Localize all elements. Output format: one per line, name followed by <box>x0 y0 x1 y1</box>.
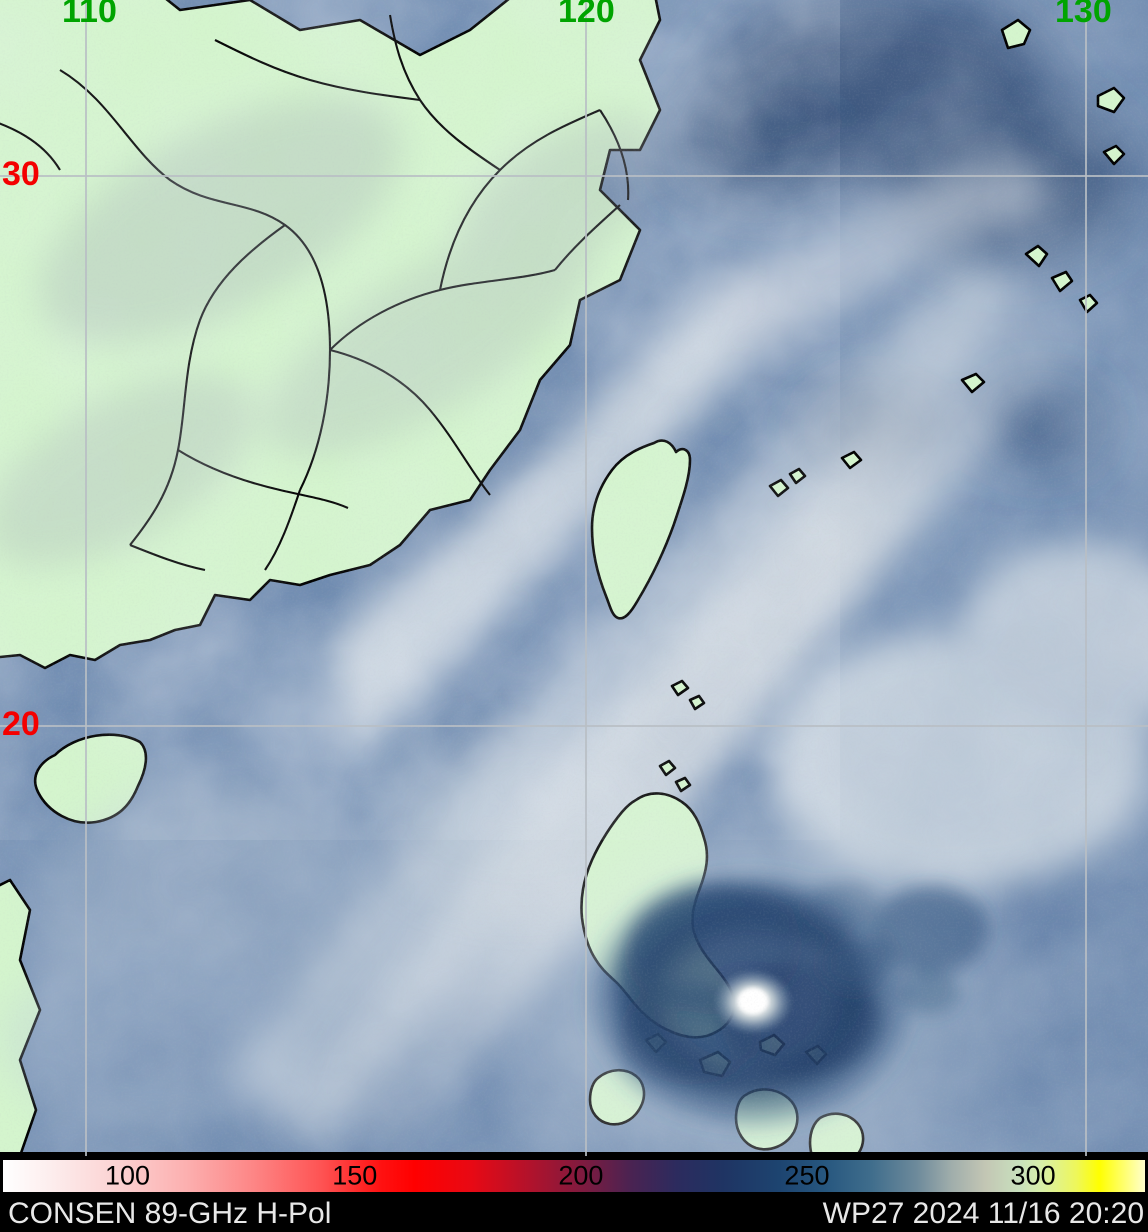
gridline-lat-20 <box>0 725 1148 727</box>
gridline-lon-110 <box>85 0 87 1156</box>
colorbar-tick-200: 200 <box>558 1160 604 1191</box>
product-title: CONSEN 89-GHz H-Pol <box>8 1197 332 1230</box>
gridline-lon-130 <box>1085 0 1087 1156</box>
storm-datetime-label: WP27 2024 11/16 20:20 <box>822 1197 1144 1230</box>
footer-bar: CONSEN 89-GHz H-Pol WP27 2024 11/16 20:2… <box>0 1196 1148 1232</box>
satellite-image-panel[interactable]: 110 120 130 30 20 <box>0 0 1148 1156</box>
colorbar-container: 100 150 200 250 300 <box>0 1156 1148 1196</box>
satellite-brightness-temperature-image <box>0 0 1148 1156</box>
colorbar-tick-300: 300 <box>1010 1160 1056 1191</box>
colorbar-tick-100: 100 <box>104 1160 150 1191</box>
gridline-lon-120 <box>585 0 587 1156</box>
colorbar-tick-250: 250 <box>784 1160 830 1191</box>
gridline-lat-30 <box>0 175 1148 177</box>
brightness-temperature-colorbar[interactable]: 100 150 200 250 300 <box>2 1159 1146 1193</box>
colorbar-tick-150: 150 <box>332 1160 378 1191</box>
